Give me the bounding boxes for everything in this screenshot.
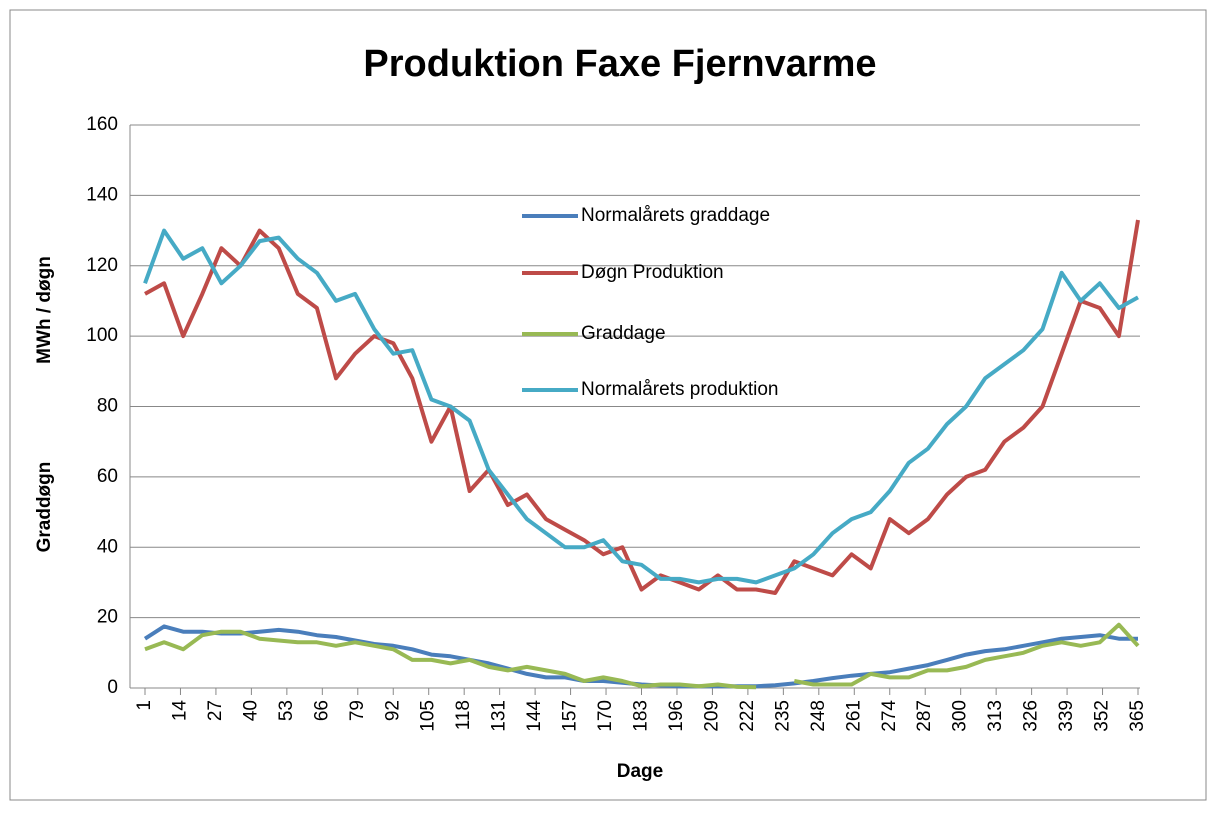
legend-label: Normalårets produktion [581,379,778,400]
legend-label: Døgn Produktion [581,262,724,283]
x-tick-label: 157 [560,700,581,732]
x-tick-label: 40 [240,700,261,721]
x-tick-label: 14 [169,700,190,722]
x-tick-label: 287 [914,700,935,732]
x-tick-label: 209 [701,700,722,732]
x-tick-label: 339 [1056,700,1077,732]
x-tick-label: 66 [311,700,332,721]
y-tick-label: 60 [97,466,118,487]
chart-frame [9,9,1207,801]
y-tick-label: 20 [97,607,118,628]
y-tick-label: 160 [86,114,118,135]
x-tick-label: 352 [1092,700,1113,732]
y-axis-title: MWh / døgn [34,256,55,364]
x-tick-label: 92 [382,700,403,721]
x-tick-label: 248 [808,700,829,732]
y-tick-label: 40 [97,536,118,557]
legend-label: Normalårets graddage [581,205,770,226]
chart-title: Produktion Faxe Fjernvarme [363,43,876,85]
x-tick-label: 53 [276,700,297,721]
x-tick-label: 105 [418,700,439,732]
x-tick-label: 144 [524,700,545,732]
x-tick-label: 365 [1127,700,1148,732]
x-tick-label: 27 [205,700,226,721]
x-tick-label: 183 [631,700,652,732]
x-tick-label: 326 [1021,700,1042,732]
x-tick-label: 222 [737,700,758,732]
y-tick-label: 140 [86,184,118,205]
x-tick-label: 1 [134,700,155,711]
x-tick-label: 170 [595,700,616,732]
x-tick-label: 79 [347,700,368,721]
x-tick-label: 313 [985,700,1006,732]
x-tick-label: 131 [489,700,510,732]
legend-label: Graddage [581,323,666,344]
y-axis-title-2: Graddøgn [34,462,55,553]
series-line [143,228,1139,585]
x-tick-label: 196 [666,700,687,732]
x-tick-label: 274 [879,700,900,732]
x-axis-title: Dage [617,761,663,782]
y-tick-label: 100 [86,325,118,346]
x-tick-label: 235 [772,700,793,732]
x-tick-label: 261 [843,700,864,732]
y-tick-label: 120 [86,255,118,276]
y-tick-label: 80 [97,396,118,417]
x-tick-label: 300 [950,700,971,732]
y-tick-label: 0 [107,677,118,698]
series-line [144,622,1140,690]
series-line [144,219,1140,595]
x-tick-label: 118 [453,700,474,730]
